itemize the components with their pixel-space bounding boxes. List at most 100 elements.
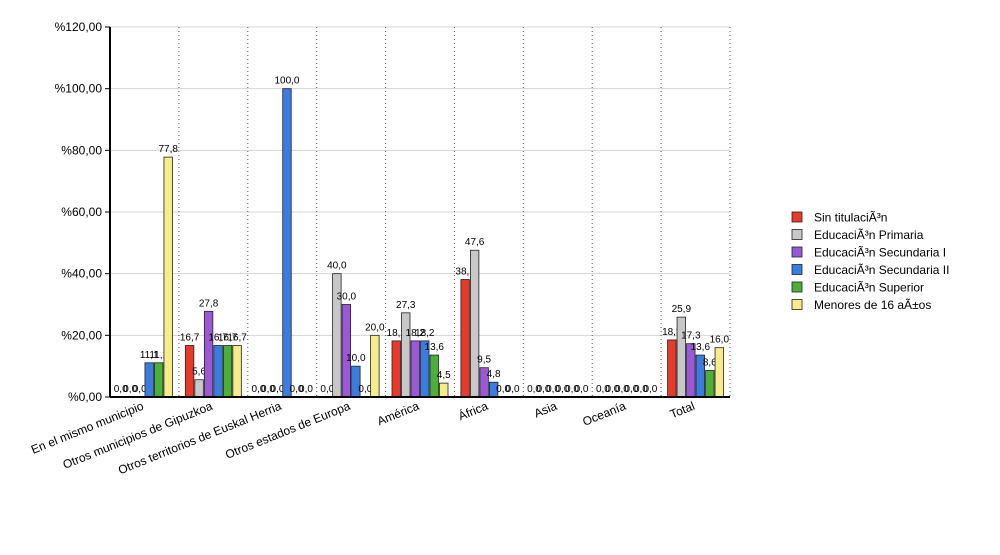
- bar: [232, 345, 242, 398]
- data-label: 77,8: [158, 144, 178, 155]
- data-label: 0,0: [575, 384, 589, 395]
- data-label: 0,0: [527, 384, 541, 395]
- bar: [667, 339, 677, 398]
- data-label: 38,1: [455, 267, 475, 278]
- x-tick-label: América: [375, 399, 421, 429]
- data-label: 0,0: [271, 384, 285, 395]
- bar: [676, 316, 686, 398]
- data-label: 0,0: [643, 384, 657, 395]
- data-label: 20,0: [365, 322, 385, 333]
- data-label: 0,0: [546, 384, 560, 395]
- bar: [222, 345, 233, 398]
- data-label: 5,6: [192, 367, 206, 378]
- bar: [410, 340, 420, 398]
- bar: [370, 334, 380, 398]
- data-label: 16,7: [218, 333, 238, 344]
- data-label: 0,0: [290, 384, 304, 395]
- bar: [203, 310, 214, 398]
- bar: [439, 382, 449, 398]
- bar: [391, 340, 401, 398]
- y-tick-label: %80,00: [61, 143, 102, 157]
- y-tick-label: %100,00: [55, 82, 103, 96]
- legend-label: Menores de 16 aÃ±os: [814, 298, 931, 312]
- legend-label: EducaciÃ³n Secundaria I: [814, 246, 946, 260]
- data-label: 0,0: [556, 384, 570, 395]
- data-label: 0,0: [320, 384, 334, 395]
- data-label: 16,7: [227, 333, 247, 344]
- data-label: 40,0: [327, 261, 347, 272]
- x-tick-label: Total: [668, 399, 697, 421]
- data-label: 100,0: [274, 76, 299, 87]
- data-label: 11,1: [140, 350, 159, 361]
- data-label: 30,0: [337, 292, 357, 303]
- data-label: 11,1: [149, 350, 168, 361]
- bar: [282, 88, 292, 398]
- y-tick-label: %20,00: [61, 328, 102, 342]
- legend-swatch: [791, 229, 803, 240]
- legend-label: EducaciÃ³n Superior: [814, 281, 924, 295]
- bar: [341, 304, 352, 398]
- data-label: 0,0: [624, 384, 638, 395]
- data-label: 0,0: [537, 384, 551, 395]
- data-label: 0,0: [114, 384, 128, 395]
- data-label: 0,0: [133, 384, 147, 395]
- data-label: 18,2: [415, 328, 435, 339]
- data-label: 0,0: [299, 384, 313, 395]
- x-tick-label: Asia: [532, 399, 559, 421]
- data-label: 0,0: [252, 384, 266, 395]
- data-label: 47,6: [465, 237, 485, 248]
- y-tick-label: %0,00: [68, 390, 102, 404]
- data-label: 9,5: [477, 355, 491, 366]
- x-tick-label: Oceanía: [580, 399, 628, 429]
- y-tick-label: %60,00: [61, 205, 102, 219]
- legend-label: EducaciÃ³n Secundaria II: [814, 263, 949, 277]
- data-label: 8,6: [703, 357, 717, 368]
- bar: [144, 362, 154, 398]
- data-label: 18,5: [662, 327, 682, 338]
- data-label: 0,0: [565, 384, 579, 395]
- data-label: 0,0: [261, 384, 275, 395]
- data-label: 0,0: [605, 384, 619, 395]
- legend-label: EducaciÃ³n Primaria: [814, 228, 924, 242]
- data-label: 0,0: [358, 384, 372, 395]
- legend-swatch: [791, 264, 803, 275]
- data-label: 18,2: [406, 328, 426, 339]
- data-label: 25,9: [672, 304, 692, 315]
- bar: [213, 345, 223, 398]
- y-tick-label: %120,00: [55, 20, 103, 34]
- data-label: 4,5: [437, 370, 451, 381]
- legend-swatch: [791, 211, 803, 223]
- bar: [714, 347, 724, 398]
- legend-swatch: [791, 299, 803, 310]
- bar: [194, 379, 204, 398]
- data-label: 17,3: [681, 331, 701, 342]
- data-label: 0,0: [596, 384, 610, 395]
- legend-swatch: [791, 281, 803, 293]
- bar: [705, 370, 715, 398]
- bar: [401, 312, 411, 398]
- data-label: 0,0: [506, 384, 520, 395]
- data-label: 16,0: [710, 335, 730, 346]
- data-label: 27,3: [396, 300, 416, 311]
- x-tick-label: África: [456, 398, 490, 424]
- data-label: 0,0: [615, 384, 629, 395]
- data-label: 10,0: [346, 353, 366, 364]
- data-label: 18,2: [387, 328, 407, 339]
- y-tick-label: %40,00: [61, 267, 102, 281]
- bar: [460, 279, 470, 398]
- legend-swatch: [791, 246, 803, 258]
- data-label: 0,0: [634, 384, 648, 395]
- x-tick-label: Otros estados de Europa: [223, 399, 352, 462]
- legend-label: Sin titulaciÃ³n: [814, 211, 887, 225]
- data-label: 13,6: [691, 342, 711, 353]
- bar: [469, 249, 480, 398]
- data-label: 27,8: [199, 298, 219, 309]
- data-label: 4,8: [487, 369, 501, 380]
- data-label: 0,0: [123, 384, 137, 395]
- bar: [154, 362, 164, 398]
- data-label: 13,6: [425, 342, 445, 353]
- data-label: 0,0: [496, 384, 510, 395]
- data-label: 16,7: [208, 333, 228, 344]
